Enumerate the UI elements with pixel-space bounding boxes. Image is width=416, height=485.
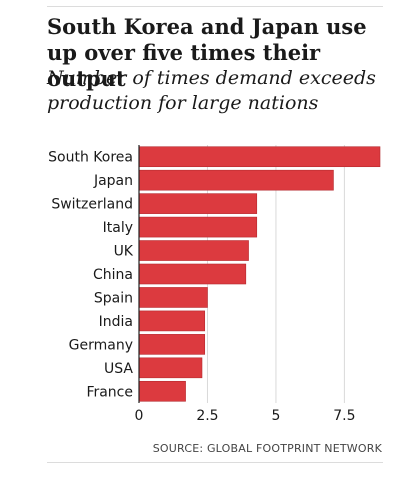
x-tick-label-0: 0 bbox=[135, 408, 144, 424]
bar-spain bbox=[138, 287, 208, 308]
x-tick-label-1: 2.5 bbox=[196, 408, 218, 424]
category-label-india: India bbox=[99, 314, 133, 330]
x-tick-label-3: 7.5 bbox=[333, 408, 355, 424]
bar-south-korea bbox=[138, 146, 381, 168]
bar-france bbox=[138, 380, 186, 402]
category-label-switzerland: Switzerland bbox=[51, 197, 133, 213]
source-note: SOURCE: GLOBAL FOOTPRINT NETWORK bbox=[152, 442, 382, 455]
bar-germany bbox=[138, 334, 206, 355]
bar-china bbox=[138, 263, 247, 285]
category-label-germany: Germany bbox=[69, 337, 133, 353]
category-label-south-korea: South Korea bbox=[48, 150, 133, 166]
bar-italy bbox=[138, 216, 258, 238]
category-label-usa: USA bbox=[104, 361, 133, 377]
category-label-china: China bbox=[93, 267, 133, 283]
category-label-uk: UK bbox=[114, 244, 134, 260]
chart-title: South Korea and Japan use up over five t… bbox=[47, 14, 367, 91]
category-label-france: France bbox=[86, 384, 133, 400]
category-label-italy: Italy bbox=[103, 220, 133, 236]
bar-uk bbox=[138, 240, 249, 261]
bottom-rule bbox=[47, 462, 383, 463]
bar-japan bbox=[138, 169, 334, 191]
chart-subtitle: Number of times demand exceeds productio… bbox=[47, 67, 376, 114]
bar-switzerland bbox=[138, 193, 258, 214]
x-tick-label-2: 5 bbox=[271, 408, 280, 424]
bar-india bbox=[138, 310, 206, 332]
top-rule bbox=[47, 6, 383, 7]
category-label-spain: Spain bbox=[94, 290, 133, 306]
category-label-japan: Japan bbox=[93, 173, 133, 189]
bar-usa bbox=[138, 357, 203, 379]
